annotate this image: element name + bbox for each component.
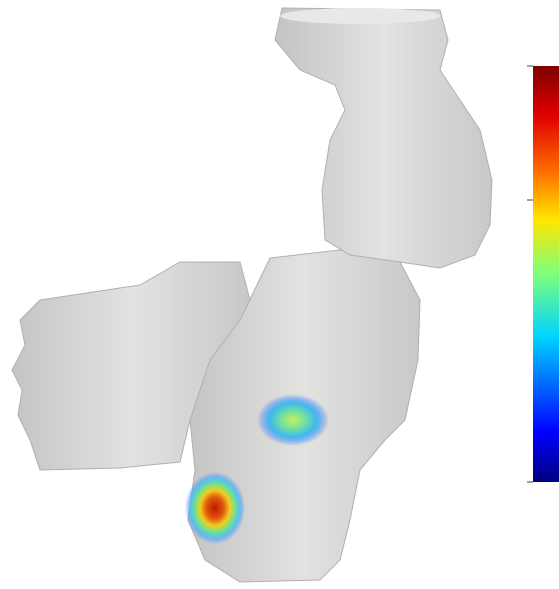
top-cap [280, 8, 440, 24]
hot-spot-mid [257, 394, 329, 446]
hot-spot-high [185, 472, 245, 544]
upper-column [275, 8, 492, 268]
render-view [0, 0, 559, 589]
color-bar [527, 66, 559, 482]
mesh [12, 8, 492, 582]
color-bar-scale [533, 66, 559, 482]
